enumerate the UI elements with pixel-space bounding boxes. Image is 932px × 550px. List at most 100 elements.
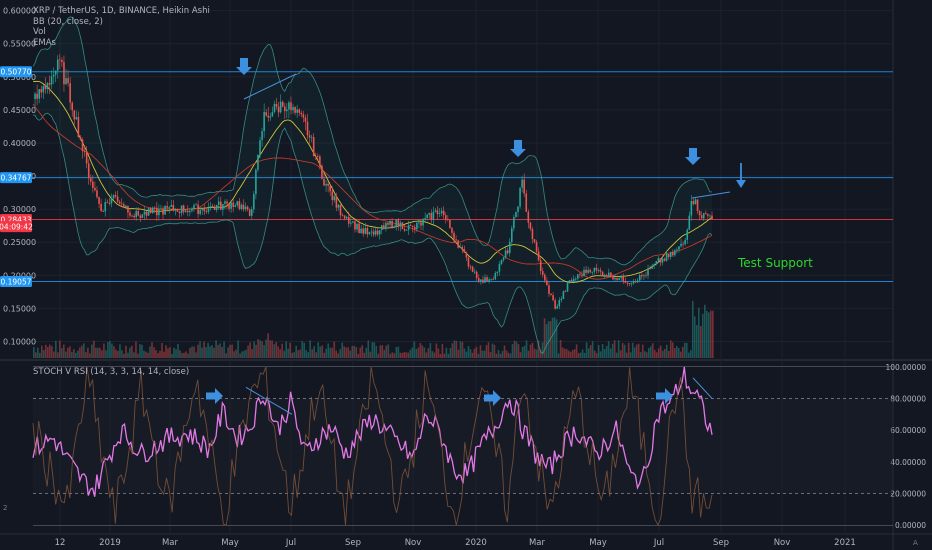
- volume-bar-160: [353, 345, 356, 358]
- candle-body-5: [42, 86, 45, 93]
- candle-body-175: [393, 227, 395, 228]
- volume-bar-78: [189, 347, 191, 358]
- candle-body-195: [434, 210, 437, 212]
- candle-body-266: [581, 275, 583, 277]
- volume-bar-220: [473, 348, 476, 358]
- volume-bar-276: [585, 342, 588, 358]
- volume-bar-319: [671, 342, 674, 358]
- candle-body-255: [558, 300, 561, 307]
- candle-body-7: [46, 83, 49, 90]
- volume-bar-51: [135, 341, 137, 358]
- volume-bar-230: [493, 344, 496, 358]
- test-support-annotation: Test Support: [738, 256, 813, 270]
- volume-bar-328: [689, 350, 692, 358]
- candle-body-294: [638, 275, 641, 281]
- volume-bar-318: [669, 340, 672, 358]
- volume-bar-267: [567, 350, 570, 358]
- price-tick-label-1: 0.55000: [3, 40, 36, 49]
- candle-body-227: [500, 259, 503, 264]
- candle-body-289: [628, 283, 631, 284]
- candle-body-88: [213, 207, 216, 210]
- candle-body-38: [110, 198, 113, 204]
- osc-trendline-2: [692, 377, 713, 399]
- volume-bar-8: [49, 344, 51, 358]
- candle-body-310: [671, 252, 674, 256]
- candle-body-3: [38, 89, 40, 99]
- candle-body-180: [403, 229, 406, 231]
- candle-body-278: [605, 275, 608, 277]
- volume-bar-109: [251, 349, 253, 358]
- candle-body-234: [515, 211, 517, 218]
- volume-bar-70: [173, 347, 175, 358]
- candle-body-103: [244, 206, 247, 210]
- volume-bar-115: [263, 345, 265, 358]
- candle-body-33: [100, 203, 102, 212]
- candle-body-150: [341, 215, 344, 217]
- volume-bar-161: [355, 347, 358, 358]
- candle-body-248: [544, 274, 546, 281]
- candle-body-276: [601, 271, 604, 276]
- volume-bar-40: [113, 346, 115, 358]
- osc-series-1: [32, 366, 713, 527]
- volume-bar-222: [477, 353, 480, 358]
- candle-body-168: [378, 230, 381, 235]
- volume-bar-223: [479, 345, 482, 358]
- candle-body-70: [176, 208, 179, 212]
- volume-bar-66: [165, 345, 167, 358]
- candle-body-74: [184, 210, 187, 212]
- candle-body-157: [356, 223, 358, 230]
- candle-body-323: [698, 211, 701, 216]
- volume-bar-35: [103, 343, 105, 358]
- candle-body-164: [370, 231, 373, 233]
- volume-bar-301: [635, 344, 638, 358]
- volume-bar-132: [297, 350, 299, 358]
- volume-bar-59: [151, 342, 153, 358]
- volume-bar-128: [289, 342, 291, 358]
- candle-body-220: [486, 277, 488, 282]
- x-tick-label-8: Mar: [529, 538, 546, 548]
- candle-body-138: [317, 156, 319, 157]
- candle-body-124: [288, 102, 290, 110]
- volume-bar-317: [667, 350, 670, 358]
- candle-body-258: [564, 291, 567, 293]
- volume-bar-303: [639, 352, 642, 358]
- volume-bar-306: [645, 352, 648, 358]
- volume-bar-249: [531, 342, 534, 358]
- candle-body-35: [104, 202, 107, 212]
- candle-body-48: [131, 215, 133, 217]
- volume-bar-271: [575, 344, 578, 358]
- volume-bar-194: [421, 345, 424, 358]
- volume-bar-226: [485, 345, 488, 358]
- osc-trendline-1: [245, 386, 293, 415]
- candle-body-193: [430, 212, 433, 220]
- volume-bar-265: [563, 348, 566, 358]
- volume-bar-323: [679, 351, 682, 358]
- candle-body-288: [626, 282, 629, 284]
- candle-body-131: [302, 114, 305, 118]
- volume-bar-18: [69, 346, 71, 358]
- candle-body-61: [158, 208, 160, 216]
- volume-bar-60: [153, 347, 155, 358]
- volume-bar-315: [663, 349, 666, 358]
- volume-bar-338: [709, 310, 712, 358]
- volume-bar-221: [475, 346, 478, 358]
- candle-body-68: [172, 204, 175, 211]
- volume-bar-53: [139, 344, 141, 358]
- candle-body-85: [207, 208, 210, 212]
- volume-bar-302: [637, 343, 640, 358]
- volume-bar-169: [371, 342, 374, 358]
- candle-body-80: [197, 204, 199, 215]
- volume-bar-295: [623, 344, 626, 358]
- volume-bar-339: [712, 310, 714, 358]
- candle-body-293: [636, 280, 639, 283]
- volume-bar-262: [557, 353, 560, 358]
- candle-body-268: [585, 269, 587, 273]
- candle-body-82: [201, 208, 204, 210]
- candle-body-22: [77, 117, 80, 137]
- volume-bar-101: [235, 349, 237, 358]
- volume-bar-308: [649, 346, 652, 358]
- volume-bar-62: [157, 353, 159, 358]
- candle-body-96: [230, 202, 232, 209]
